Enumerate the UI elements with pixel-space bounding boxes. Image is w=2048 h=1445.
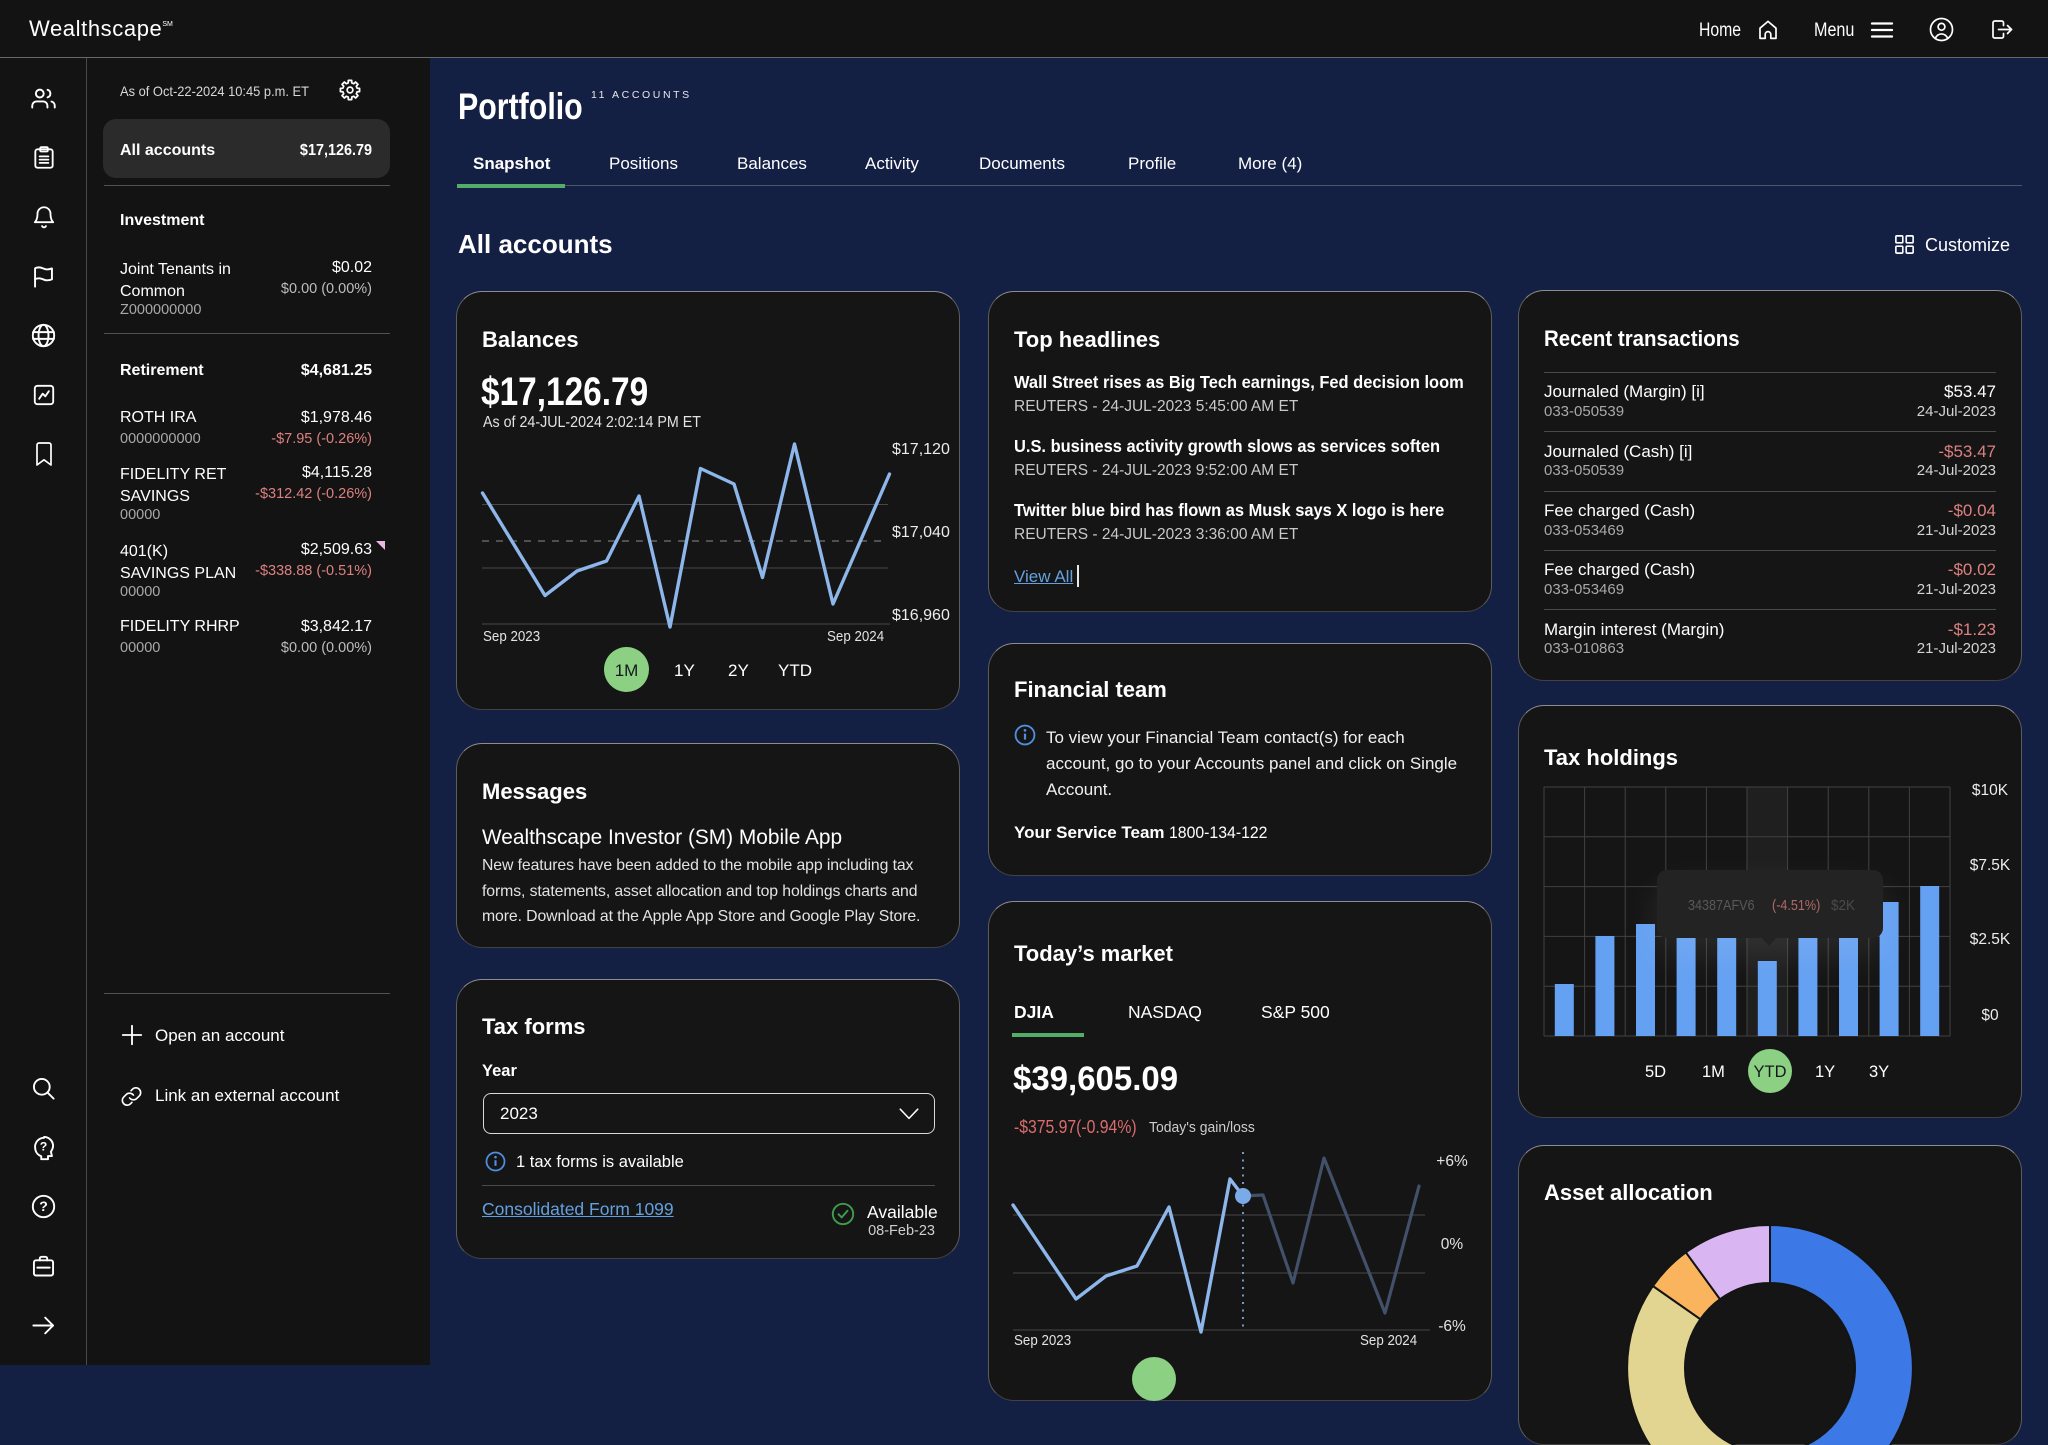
svg-text:?: ?	[39, 1198, 48, 1214]
svg-text:?: ?	[40, 1139, 48, 1153]
